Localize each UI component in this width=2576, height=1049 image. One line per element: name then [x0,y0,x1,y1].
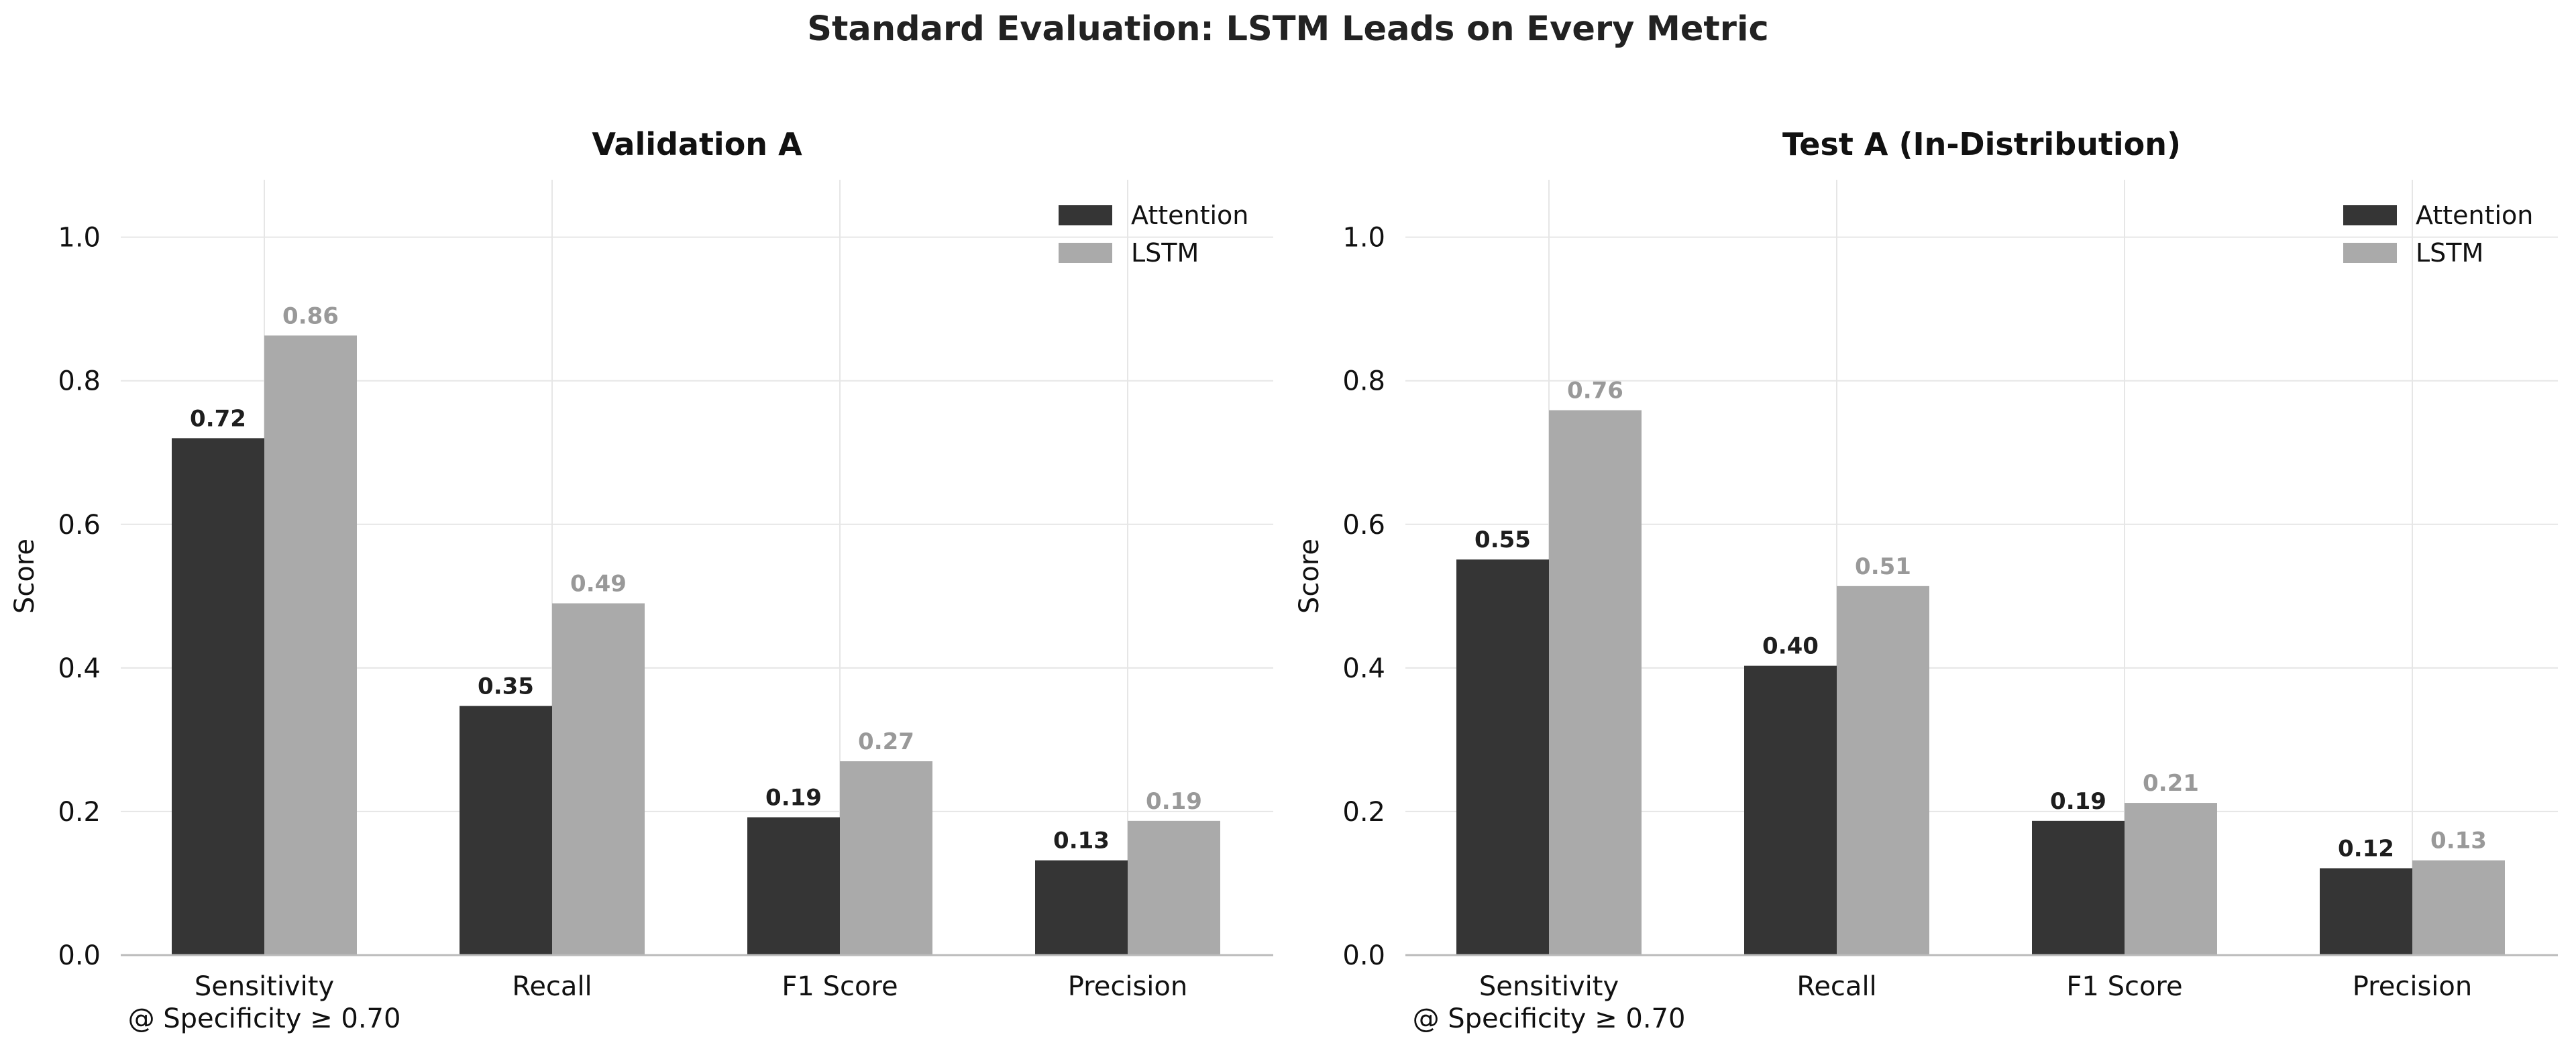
bar-lstm-1 [552,603,645,955]
bar-value-label: 0.19 [1146,788,1202,815]
bar-attention-1 [1744,665,1837,955]
bar-attention-2 [747,817,840,955]
bar-attention-0 [172,438,264,955]
bar-value-label: 0.76 [1567,378,1623,404]
x-tick-label: Precision [2353,971,2472,1002]
chart-title: Validation A [592,126,802,162]
bar-value-label: 0.13 [1053,828,1110,854]
legend-swatch-lstm [1059,243,1112,263]
y-tick-label: 0.4 [58,653,101,684]
bar-value-label: 0.55 [1474,527,1531,553]
y-tick-label: 0.6 [1342,510,1385,541]
bar-attention-2 [2032,820,2125,955]
figure-title: Standard Evaluation: LSTM Leads on Every… [807,9,1769,49]
bar-value-label: 0.13 [2430,828,2487,854]
bar-lstm-1 [1837,586,1929,955]
legend-swatch-lstm [2343,243,2397,263]
y-tick-label: 0.2 [1342,797,1385,828]
x-tick-label: Sensitivity @ Specificity ≥ 0.70 [1413,971,1686,1034]
x-tick-label: F1 Score [782,971,898,1002]
legend-label-attention: Attention [1131,201,1248,230]
legend-swatch-attention [2343,205,2397,225]
chart-panel-1: 0.0 0.2 0.4 0.6 0.8 1.0 0.72 0.35 0.19 0.13 0.86 0.… [9,126,1273,1034]
y-tick-label: 1.0 [58,223,101,254]
bar-attention-0 [1456,559,1549,955]
bar-value-label: 0.12 [2338,835,2394,862]
x-tick-label: Recall [512,971,592,1002]
bar-lstm-3 [2412,860,2505,955]
bar-value-label: 0.40 [1762,633,1819,660]
bar-lstm-3 [1128,820,1220,955]
y-tick-label: 0.6 [58,510,101,541]
legend-label-attention: Attention [2416,201,2533,230]
bar-lstm-2 [840,761,932,955]
y-tick-label: 0.0 [1342,940,1385,971]
bar-attention-3 [2320,868,2412,955]
bar-attention-3 [1035,860,1128,955]
x-tick-label: F1 Score [2066,971,2182,1002]
y-axis-label: Score [1294,539,1325,614]
legend-label-lstm: LSTM [1131,238,1199,268]
chart-title: Test A (In-Distribution) [1782,126,2181,162]
bar-value-label: 0.21 [2143,770,2199,797]
legend-swatch-attention [1059,205,1112,225]
legend-label-lstm: LSTM [2416,238,2483,268]
y-tick-label: 1.0 [1342,223,1385,254]
y-tick-label: 0.2 [58,797,101,828]
bar-value-label: 0.86 [282,302,339,329]
bar-lstm-0 [1549,410,1642,955]
chart-panel-2: 0.0 0.2 0.4 0.6 0.8 1.0 0.55 0.40 0.19 0.12 0.76 0.… [1294,126,2558,1034]
bar-value-label: 0.27 [858,728,914,755]
bar-value-label: 0.19 [2050,788,2106,815]
y-tick-label: 0.8 [58,366,101,397]
bar-value-label: 0.51 [1855,553,1911,580]
x-tick-label: Precision [1068,971,1187,1002]
y-tick-label: 0.4 [1342,653,1385,684]
y-tick-label: 0.0 [58,940,101,971]
y-axis-label: Score [9,539,40,614]
y-tick-label: 0.8 [1342,366,1385,397]
bar-lstm-0 [264,335,357,955]
x-tick-label: Sensitivity @ Specificity ≥ 0.70 [128,971,401,1034]
bar-attention-1 [460,706,552,955]
bar-value-label: 0.72 [190,405,246,432]
bar-value-label: 0.19 [765,784,822,811]
x-tick-label: Recall [1796,971,1876,1002]
bar-value-label: 0.49 [570,571,627,598]
bar-value-label: 0.35 [478,673,534,700]
bar-lstm-2 [2125,803,2217,955]
